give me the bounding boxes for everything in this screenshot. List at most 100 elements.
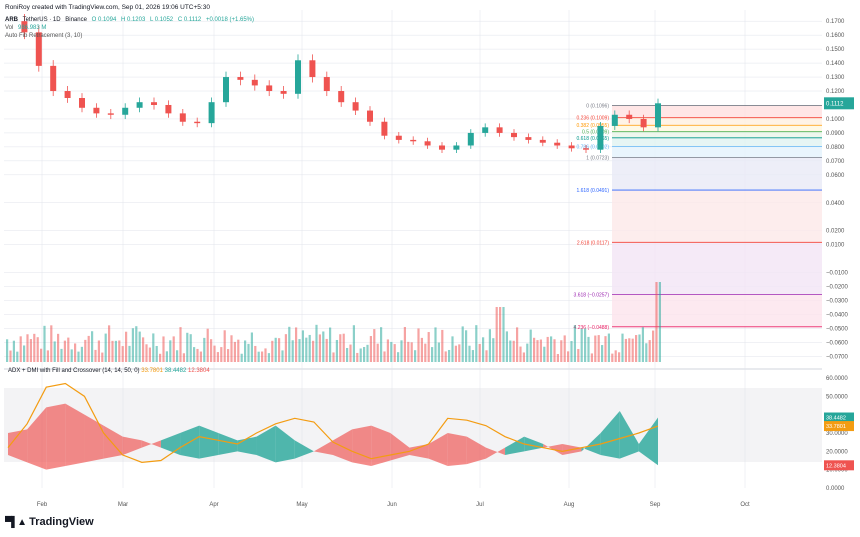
fib-level-label: 0.786 (0.0802) <box>576 145 609 151</box>
volume-bar <box>114 340 117 362</box>
volume-bar <box>414 350 417 362</box>
y-tick-label: 0.0600 <box>826 173 845 179</box>
indicator-y-tick: 60.0000 <box>826 376 848 382</box>
volume-bar <box>339 334 342 362</box>
fib-indicator-label[interactable]: Auto Fib Retracement (3, 10) <box>5 33 83 39</box>
volume-bar <box>594 335 597 362</box>
di-fill-segment <box>600 411 620 459</box>
volume-label[interactable]: Vol <box>5 25 14 31</box>
volume-bar <box>526 343 529 362</box>
volume-bar <box>621 333 624 362</box>
volume-bar <box>349 344 352 362</box>
volume-bar <box>451 336 454 362</box>
volume-bar <box>104 333 107 362</box>
volume-bar <box>135 326 138 362</box>
volume-bar <box>6 339 9 362</box>
adx-line <box>7 382 659 463</box>
indicator-value-tag <box>824 412 854 423</box>
candle-body <box>554 142 561 146</box>
volume-bar <box>648 340 651 362</box>
candle-body <box>496 127 503 133</box>
volume-bar <box>567 351 570 362</box>
volume-bar <box>373 329 376 362</box>
fib-zone <box>612 157 822 191</box>
high-value: H 0.1203 <box>120 17 146 23</box>
candle-body <box>93 107 100 114</box>
volume-bar <box>332 352 335 362</box>
y-tick-label: 0.1200 <box>826 89 845 95</box>
exchange-label: Binance <box>65 17 87 23</box>
x-tick-label: Jun <box>387 502 397 508</box>
y-tick-label: −0.0400 <box>826 313 849 319</box>
candle-body <box>50 65 57 92</box>
volume-bar <box>301 330 304 362</box>
volume-bar <box>9 350 12 362</box>
volume-bar <box>138 331 141 362</box>
volume-bar <box>441 329 444 362</box>
volume-bar <box>492 338 495 362</box>
volume-bar <box>386 339 389 362</box>
volume-bar <box>131 328 134 362</box>
volume-bar <box>502 307 505 362</box>
volume-bar <box>570 341 573 362</box>
volume-bar <box>522 352 525 362</box>
volume-bar <box>53 341 56 362</box>
volume-bar <box>63 340 66 362</box>
volume-bar <box>577 348 580 362</box>
close-value: C 0.1112 <box>177 17 202 23</box>
volume-bar <box>12 340 15 362</box>
indicator-name[interactable]: ADX + DMI with Fill and Crossover (14, 1… <box>8 368 140 374</box>
volume-bar <box>271 340 274 362</box>
fib-level-label: 0.236 (0.1009) <box>576 116 609 122</box>
volume-bar <box>182 353 185 362</box>
volume-bar <box>390 341 393 362</box>
volume-bar <box>189 334 192 362</box>
di-plus-value: 38.4482 <box>164 368 187 374</box>
volume-bar <box>499 307 502 362</box>
candle-body <box>295 60 301 94</box>
volume-bar <box>261 351 264 362</box>
y-tick-label: 0.0100 <box>826 243 845 249</box>
volume-bar <box>322 331 325 362</box>
candle-body <box>280 91 287 94</box>
volume-bar <box>108 325 111 362</box>
volume-bar <box>169 340 172 362</box>
volume-bar <box>454 345 457 362</box>
x-tick-label: Apr <box>209 502 218 508</box>
candle-body <box>122 107 129 115</box>
volume-bar <box>227 349 230 362</box>
volume-bar <box>417 328 420 362</box>
volume-bar <box>587 336 590 362</box>
di-fill-segment <box>160 433 181 455</box>
di-fill-segment <box>543 444 563 455</box>
volume-bar <box>80 346 83 362</box>
indicator-y-tick: 30.0000 <box>826 431 848 437</box>
fib-zone <box>612 146 822 158</box>
volume-bar <box>618 352 621 362</box>
candle-body <box>251 79 258 86</box>
candle-body <box>395 135 402 140</box>
volume-bar <box>159 353 162 362</box>
symbol[interactable]: ARB <box>5 17 18 23</box>
y-tick-label: 0.1500 <box>826 47 845 53</box>
volume-info-line: Vol 986.983 M <box>5 25 49 31</box>
volume-bar <box>356 352 359 362</box>
tradingview-logo[interactable]: ▀▌▲ TradingView <box>5 516 94 528</box>
volume-bar <box>488 329 491 362</box>
volume-bar <box>152 333 155 362</box>
candle-body <box>352 102 359 111</box>
volume-bar <box>145 344 148 362</box>
adx-value: 33.7801 <box>141 368 163 374</box>
volume-bar <box>74 343 77 362</box>
di-fill-segment <box>27 407 47 470</box>
y-tick-label: 0.0800 <box>826 145 845 151</box>
indicator-value-tag <box>824 421 854 432</box>
volume-bar <box>437 342 440 362</box>
x-tick-label: May <box>296 502 307 508</box>
volume-bar <box>148 347 151 362</box>
y-tick-label: 0.1400 <box>826 61 845 67</box>
volume-bar <box>655 282 658 362</box>
volume-bar <box>614 350 617 362</box>
fib-zone <box>612 117 822 126</box>
